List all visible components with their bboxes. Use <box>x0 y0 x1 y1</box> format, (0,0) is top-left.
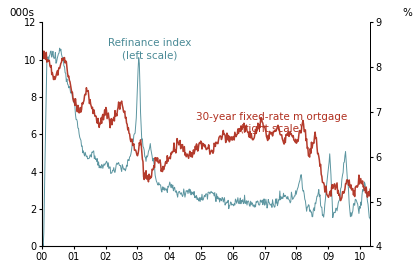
Text: 30-year fixed-rate m ortgage
(right scale): 30-year fixed-rate m ortgage (right scal… <box>196 112 347 134</box>
Text: %: % <box>402 8 412 18</box>
Text: Refinance index
(left scale): Refinance index (left scale) <box>108 38 192 60</box>
Text: 000s: 000s <box>9 8 34 18</box>
